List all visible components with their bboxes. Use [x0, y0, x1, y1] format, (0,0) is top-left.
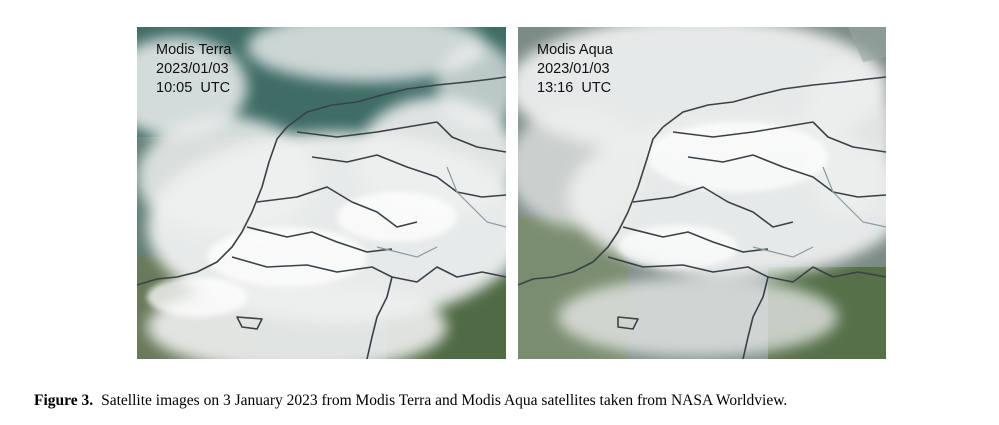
aqua-satellite-name: Modis Aqua: [537, 42, 613, 58]
terra-image-graphic: [137, 27, 506, 359]
terra-date: 2023/01/03: [156, 61, 229, 77]
modis-terra-satellite-image: Modis Terra 2023/01/03 10:05 UTC: [137, 27, 506, 359]
aqua-date: 2023/01/03: [537, 61, 610, 77]
aqua-label: Modis Aqua 2023/01/03 13:16 UTC: [537, 41, 613, 98]
modis-aqua-satellite-image: Modis Aqua 2023/01/03 13:16 UTC: [518, 27, 886, 359]
figure-caption: Figure 3. Satellite images on 3 January 2…: [34, 392, 974, 410]
terra-time: 10:05 UTC: [156, 80, 231, 96]
terra-satellite-name: Modis Terra: [156, 42, 232, 58]
terra-label: Modis Terra 2023/01/03 10:05 UTC: [156, 41, 231, 98]
aqua-time: 13:16 UTC: [537, 80, 612, 96]
figure-label: Figure 3.: [34, 392, 94, 409]
aqua-image-graphic: [518, 27, 886, 359]
figure-caption-text: Satellite images on 3 January 2023 from …: [101, 392, 788, 409]
